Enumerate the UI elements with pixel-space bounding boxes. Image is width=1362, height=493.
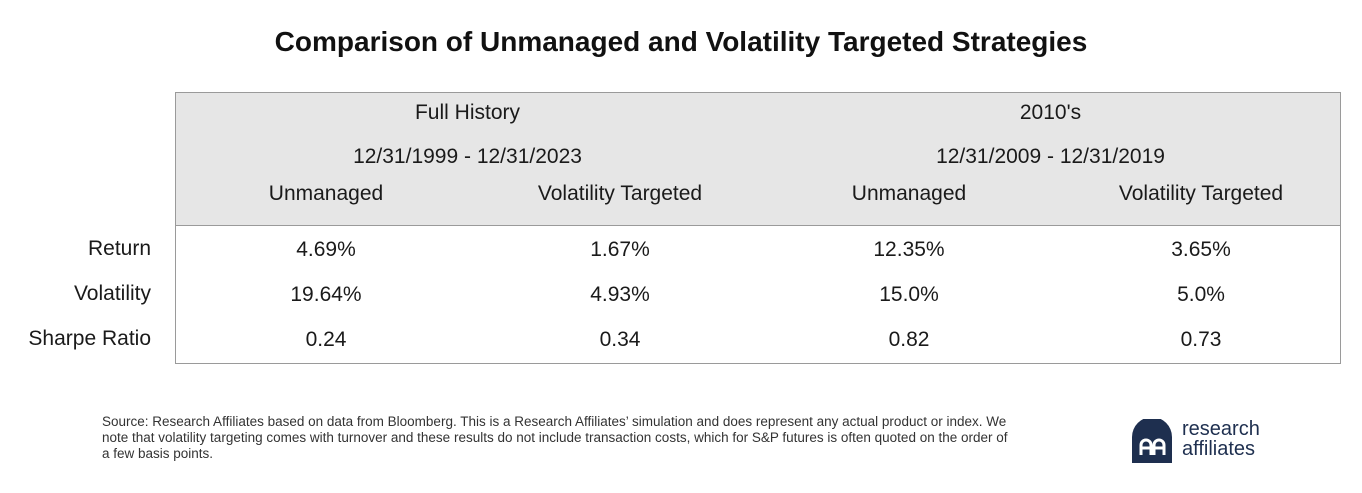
table-cell: 0.24 — [305, 328, 347, 351]
column-header: Volatility Targeted — [537, 182, 703, 205]
logo-line-2: affiliates — [1182, 438, 1256, 460]
source-note: Source: Research Affiliates based on dat… — [102, 414, 1008, 461]
table-cell: 5.0% — [1177, 283, 1225, 306]
table-cell: 4.93% — [590, 283, 650, 306]
table-cell: 0.82 — [888, 328, 930, 351]
column-header: Unmanaged — [851, 182, 967, 205]
research-affiliates-logo: research affiliates — [1130, 417, 1290, 467]
table-cell: 15.0% — [879, 283, 939, 306]
row-label-volatility: Volatility — [73, 282, 151, 305]
table-cell: 3.65% — [1171, 238, 1231, 261]
column-header: Volatility Targeted — [1118, 182, 1284, 205]
group-title-2010s: 2010's — [1019, 101, 1082, 124]
table-cell: 12.35% — [873, 238, 945, 261]
page-title: Comparison of Unmanaged and Volatility T… — [274, 26, 1088, 57]
row-label-return: Return — [87, 237, 151, 260]
group-range-full-history: 12/31/1999 - 12/31/2023 — [353, 145, 582, 168]
group-range-2010s: 12/31/2009 - 12/31/2019 — [936, 145, 1165, 168]
logo-text: research affiliates — [1182, 419, 1260, 459]
comparison-table: Full History 12/31/1999 - 12/31/2023 201… — [175, 92, 1341, 364]
group-title-full-history: Full History — [414, 101, 520, 124]
column-header: Unmanaged — [268, 182, 384, 205]
table-cell: 19.64% — [290, 283, 362, 306]
logo-mark-icon — [1132, 419, 1172, 463]
table-cell: 0.73 — [1180, 328, 1222, 351]
logo-line-1: research — [1182, 418, 1260, 440]
table-cell: 0.34 — [599, 328, 641, 351]
table-header — [176, 93, 1340, 226]
table-cell: 1.67% — [590, 238, 650, 261]
row-label-sharpe-ratio: Sharpe Ratio — [28, 327, 151, 350]
table-cell: 4.69% — [296, 238, 356, 261]
